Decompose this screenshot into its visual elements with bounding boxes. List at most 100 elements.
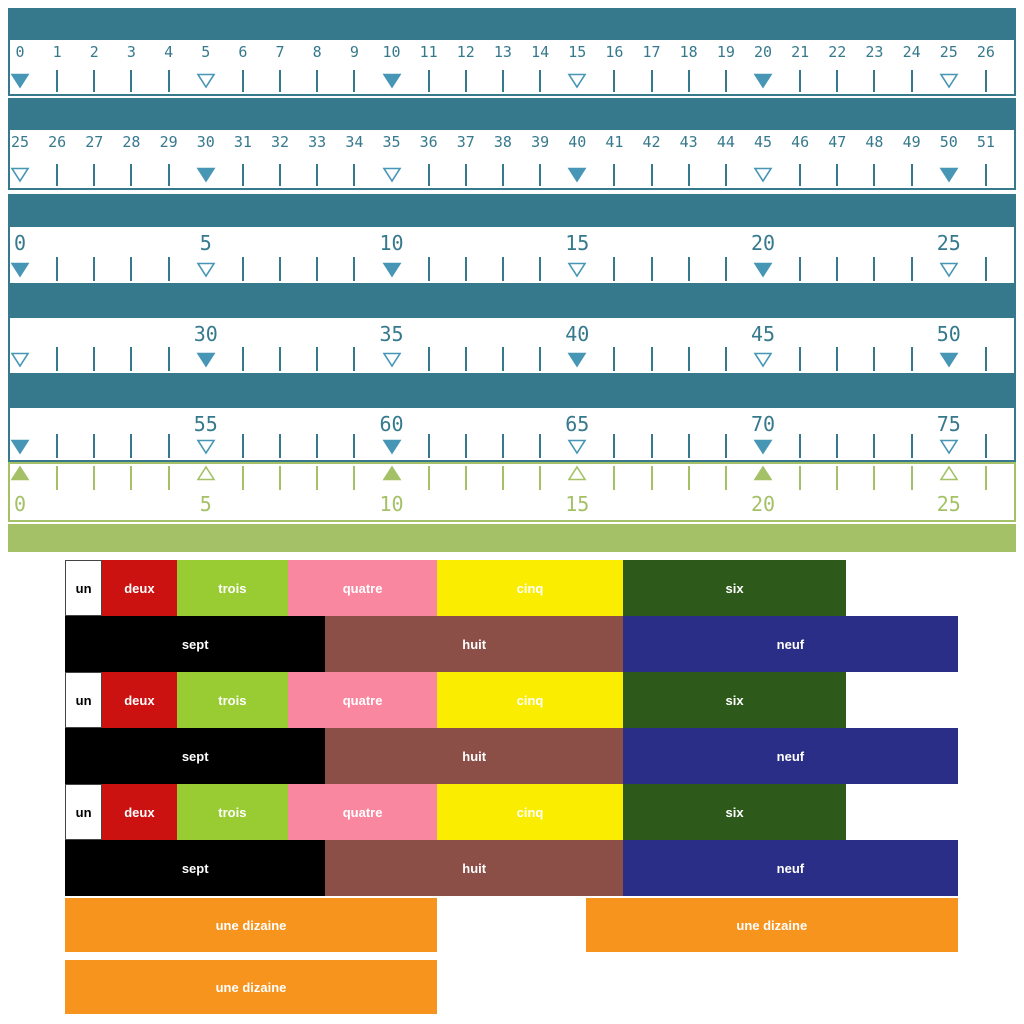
tick-mark-23 xyxy=(873,466,876,490)
number-line-0-26-label-19: 19 xyxy=(716,43,735,61)
number-line-0-26-label-1: 1 xyxy=(52,43,62,61)
filled-triangle-marker-60 xyxy=(382,439,402,459)
tick-mark-42 xyxy=(650,164,653,186)
filled-triangle-marker-0 xyxy=(10,262,30,282)
number-line-55-75-by-5-label-60: 60 xyxy=(379,412,404,436)
dizaine-row-1: une dizaine une dizaine xyxy=(0,898,1024,952)
number-line-55-75-by-5: 55 60 65 70 75 xyxy=(8,408,1016,462)
tick-mark-48 xyxy=(873,164,876,186)
tick-mark-7 xyxy=(279,466,282,490)
number-line-25-51-label-44: 44 xyxy=(716,133,735,151)
green-solid-bar xyxy=(8,524,1016,552)
filled-triangle-marker-50 xyxy=(10,439,30,459)
number-line-55-75-by-5-header-band xyxy=(8,375,1016,408)
tick-mark-46 xyxy=(799,164,802,186)
number-bar-cinq: cinq xyxy=(437,672,623,728)
number-line-30-50-by-5-header-band xyxy=(8,285,1016,318)
tick-mark-3 xyxy=(130,70,133,92)
tick-mark-51 xyxy=(984,164,987,186)
number-line-0-26-label-26: 26 xyxy=(976,43,995,61)
tick-mark-34 xyxy=(353,347,356,371)
tick-mark-23 xyxy=(873,257,876,281)
tick-mark-26 xyxy=(984,70,987,92)
tick-mark-58 xyxy=(316,434,319,458)
tick-mark-26 xyxy=(56,164,59,186)
tick-mark-51 xyxy=(56,434,59,458)
tick-mark-24 xyxy=(910,257,913,281)
green-number-line-0-25-label-0: 0 xyxy=(13,492,27,516)
tick-mark-38 xyxy=(501,347,504,371)
tick-mark-37 xyxy=(464,347,467,371)
tick-mark-29 xyxy=(167,164,170,186)
outline-triangle-marker-5 xyxy=(196,465,216,485)
tick-mark-48 xyxy=(873,347,876,371)
number-line-0-26-label-10: 10 xyxy=(382,43,401,61)
number-line-0-26-label-23: 23 xyxy=(865,43,884,61)
number-line-25-51-label-45: 45 xyxy=(753,133,773,151)
number-line-25-51: 25 26 27 28 29 30 31 32 33 34 35 36 37 38 39 40 41 42 43 44… xyxy=(8,130,1016,190)
tick-mark-43 xyxy=(687,347,690,371)
number-line-0-26-label-0: 0 xyxy=(15,43,25,61)
green-number-line-0-25-label-20: 20 xyxy=(750,492,776,516)
tick-mark-76 xyxy=(984,434,987,458)
tick-mark-18 xyxy=(687,70,690,92)
tick-mark-66 xyxy=(613,434,616,458)
tick-mark-63 xyxy=(501,434,504,458)
number-line-0-26-label-11: 11 xyxy=(419,43,438,61)
tick-mark-27 xyxy=(93,347,96,371)
tick-mark-46 xyxy=(799,347,802,371)
number-bar-sept: sept xyxy=(65,616,326,672)
tick-mark-11 xyxy=(427,257,430,281)
filled-triangle-marker-30 xyxy=(196,352,216,372)
tick-mark-62 xyxy=(464,434,467,458)
filled-triangle-marker-10 xyxy=(382,465,402,485)
tick-mark-43 xyxy=(687,164,690,186)
tick-mark-12 xyxy=(464,466,467,490)
number-line-25-51-label-42: 42 xyxy=(642,133,661,151)
tick-mark-16 xyxy=(613,466,616,490)
number-line-25-51-label-31: 31 xyxy=(233,133,252,151)
tick-mark-73 xyxy=(873,434,876,458)
outline-triangle-marker-5 xyxy=(196,73,216,93)
tick-mark-36 xyxy=(427,347,430,371)
number-line-0-26-label-21: 21 xyxy=(791,43,810,61)
number-bar-sept: sept xyxy=(65,840,326,896)
number-line-0-26-label-16: 16 xyxy=(605,43,624,61)
tick-mark-57 xyxy=(279,434,282,458)
number-bar-huit: huit xyxy=(325,616,623,672)
tick-mark-59 xyxy=(353,434,356,458)
tick-mark-61 xyxy=(427,434,430,458)
number-line-30-50-by-5-label-40: 40 xyxy=(565,322,590,346)
number-line-0-26-header-band xyxy=(8,8,1016,40)
outline-triangle-marker-25 xyxy=(939,262,959,282)
tick-mark-24 xyxy=(910,70,913,92)
tick-mark-19 xyxy=(724,257,727,281)
tick-mark-51 xyxy=(984,347,987,371)
number-line-30-50-by-5-label-50: 50 xyxy=(936,322,961,346)
number-line-0-25-by-5-label-20: 20 xyxy=(750,231,776,255)
number-line-25-51-label-25: 25 xyxy=(10,133,30,151)
number-line-0-26-label-25: 25 xyxy=(939,43,958,61)
number-line-0-26-label-4: 4 xyxy=(164,43,174,61)
number-line-30-50-by-5-label-45: 45 xyxy=(750,322,776,346)
green-number-line-0-25-label-10: 10 xyxy=(379,492,404,516)
number-line-25-51-label-28: 28 xyxy=(122,133,141,151)
number-bar-un: un xyxy=(65,560,103,616)
number-bar-une-dizaine: une dizaine xyxy=(65,960,437,1014)
number-bar-neuf: neuf xyxy=(623,728,958,784)
number-line-25-51-label-49: 49 xyxy=(902,133,921,151)
tick-mark-3 xyxy=(130,257,133,281)
number-line-0-26-label-24: 24 xyxy=(902,43,921,61)
number-line-25-51-label-37: 37 xyxy=(456,133,475,151)
tick-mark-44 xyxy=(724,347,727,371)
number-bar-neuf: neuf xyxy=(623,616,958,672)
filled-triangle-marker-20 xyxy=(753,73,773,93)
tick-mark-8 xyxy=(316,70,319,92)
tick-mark-26 xyxy=(56,347,59,371)
tick-mark-74 xyxy=(910,434,913,458)
tick-mark-11 xyxy=(427,70,430,92)
number-bar-six: six xyxy=(623,560,847,616)
number-line-0-26-label-12: 12 xyxy=(456,43,475,61)
number-bar-neuf: neuf xyxy=(623,840,958,896)
